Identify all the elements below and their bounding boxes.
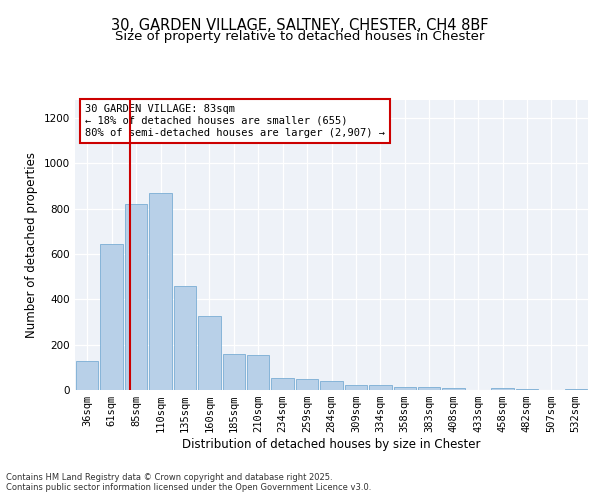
Bar: [320, 382, 343, 390]
Bar: [442, 388, 465, 390]
Bar: [296, 378, 319, 390]
Bar: [369, 386, 392, 390]
Text: 30, GARDEN VILLAGE, SALTNEY, CHESTER, CH4 8BF: 30, GARDEN VILLAGE, SALTNEY, CHESTER, CH…: [111, 18, 489, 32]
Text: Size of property relative to detached houses in Chester: Size of property relative to detached ho…: [115, 30, 485, 43]
Bar: [344, 386, 367, 390]
Bar: [173, 286, 196, 390]
Bar: [247, 355, 269, 390]
Bar: [515, 389, 538, 390]
Text: Contains public sector information licensed under the Open Government Licence v3: Contains public sector information licen…: [6, 484, 371, 492]
Text: Contains HM Land Registry data © Crown copyright and database right 2025.: Contains HM Land Registry data © Crown c…: [6, 472, 332, 482]
Y-axis label: Number of detached properties: Number of detached properties: [25, 152, 38, 338]
Bar: [491, 388, 514, 390]
Bar: [271, 378, 294, 390]
Bar: [76, 360, 98, 390]
Bar: [223, 354, 245, 390]
Bar: [394, 386, 416, 390]
Bar: [198, 316, 221, 390]
Text: 30 GARDEN VILLAGE: 83sqm
← 18% of detached houses are smaller (655)
80% of semi-: 30 GARDEN VILLAGE: 83sqm ← 18% of detach…: [85, 104, 385, 138]
Bar: [565, 389, 587, 390]
Bar: [100, 244, 123, 390]
X-axis label: Distribution of detached houses by size in Chester: Distribution of detached houses by size …: [182, 438, 481, 451]
Bar: [418, 386, 440, 390]
Bar: [125, 204, 148, 390]
Bar: [149, 193, 172, 390]
